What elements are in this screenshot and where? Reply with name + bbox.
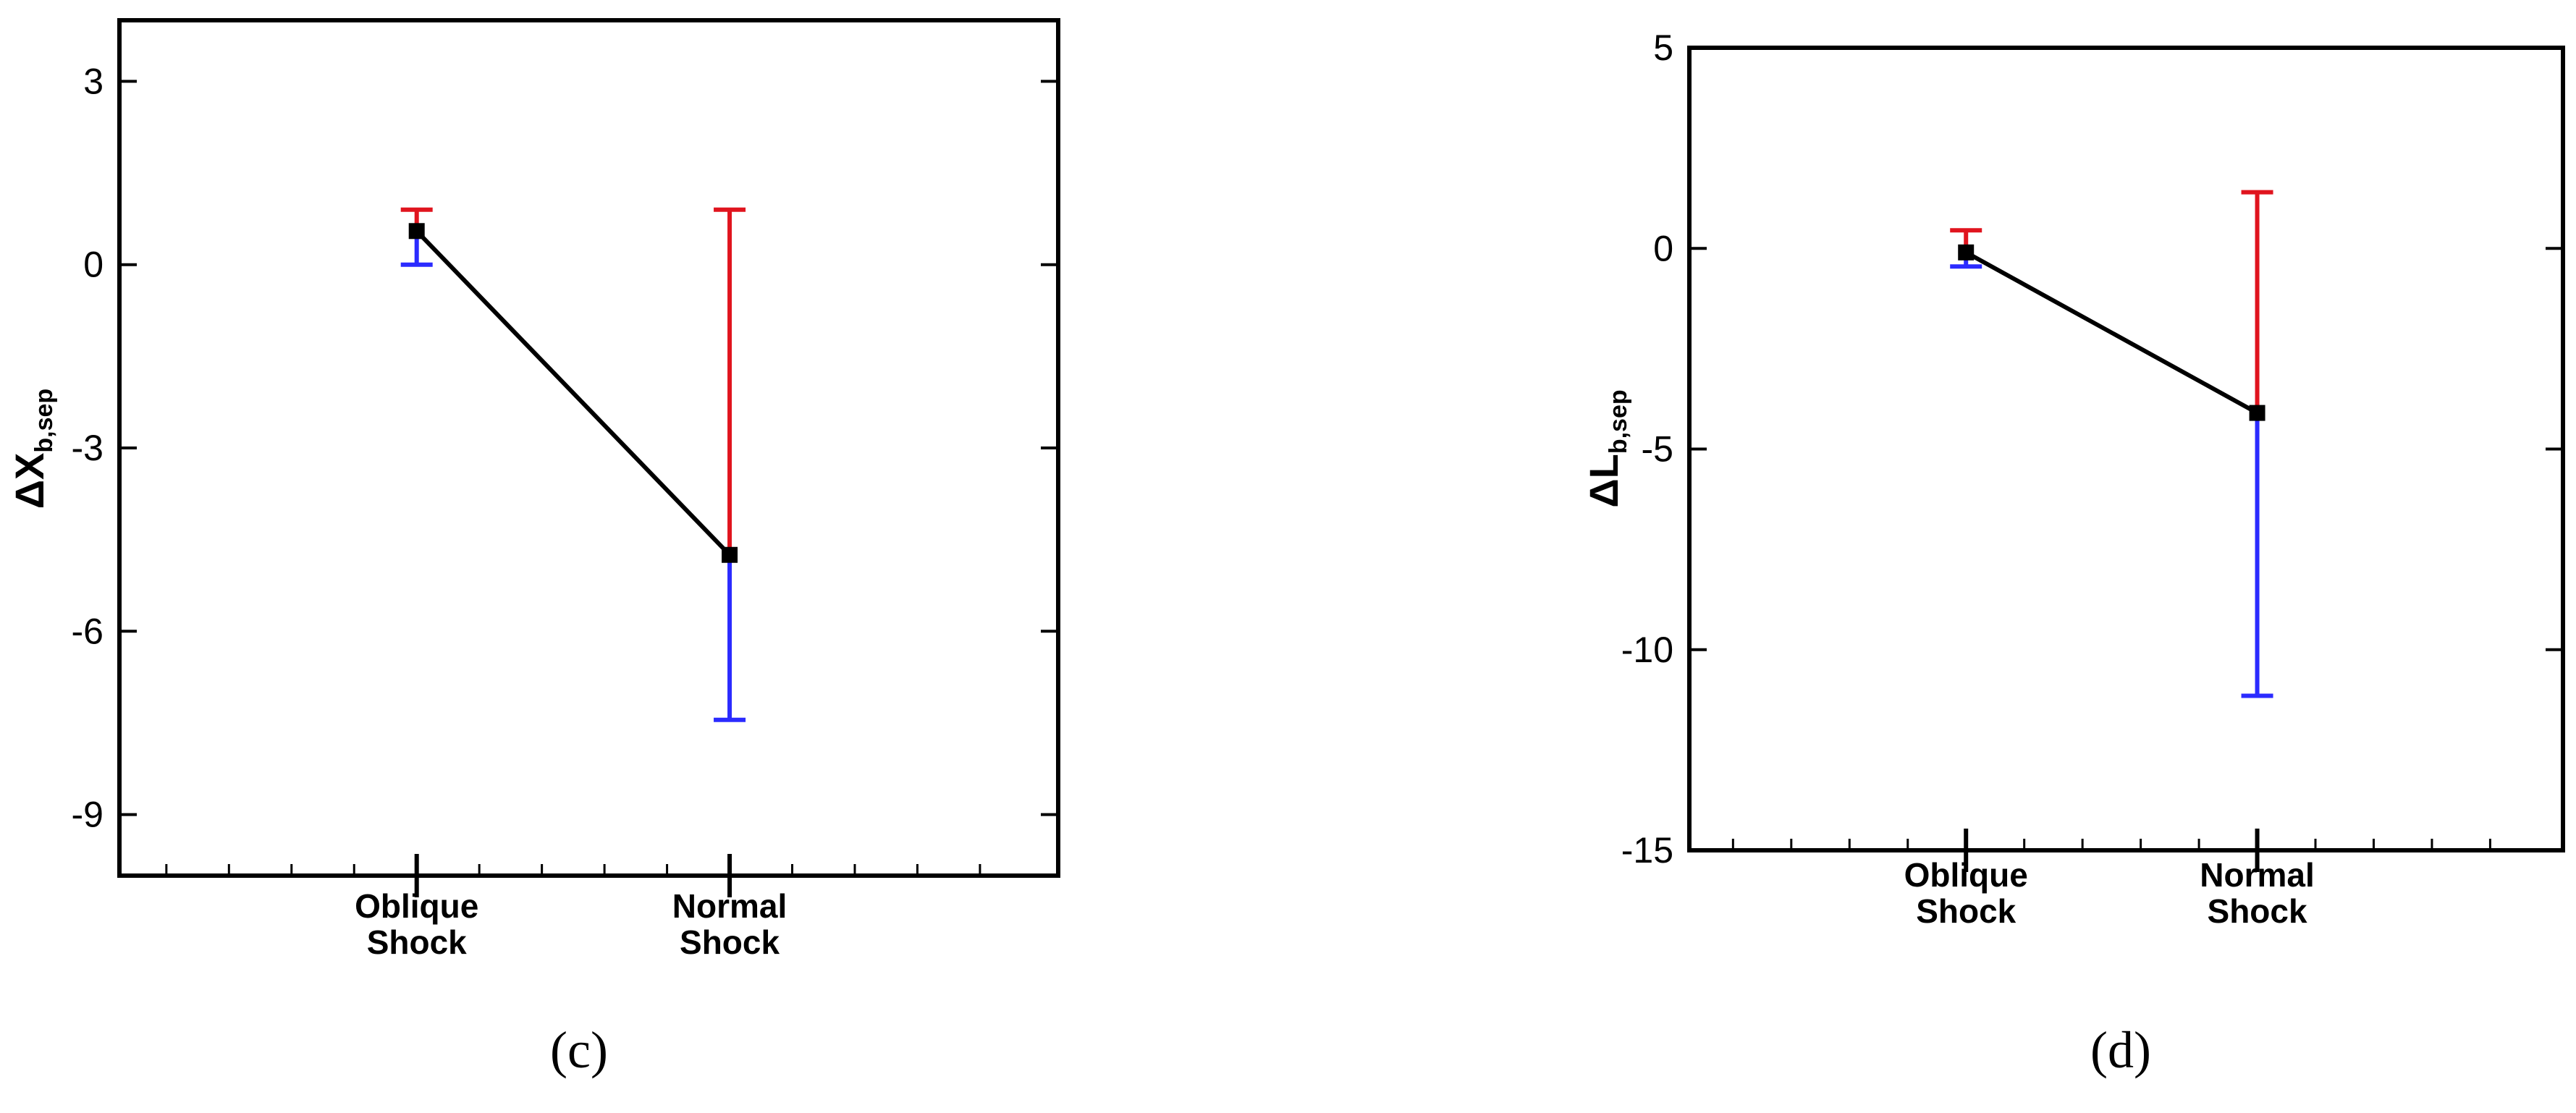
series-line [415, 229, 732, 556]
y-tick-label: -10 [1621, 630, 1673, 670]
y-tick-label: 0 [1653, 228, 1673, 268]
series-line [1964, 250, 2258, 415]
data-point-marker [722, 546, 738, 563]
y-tick-label: 3 [83, 61, 104, 101]
y-axis-title-delta: Δ [1581, 478, 1626, 507]
x-tick-label: Oblique [355, 887, 478, 925]
y-tick-label: -3 [72, 428, 104, 468]
plot-frame [1687, 46, 2565, 852]
x-tick-label: Shock [680, 923, 780, 961]
x-tick-label: Shock [1916, 892, 2016, 930]
y-tick-label: -15 [1621, 830, 1673, 871]
chart-panel-c: 30-3-6-9ObliqueShockNormalShockΔXb,sep(c… [7, 18, 1060, 1079]
data-point-marker [408, 223, 425, 240]
y-axis-title: ΔXb,sep [7, 389, 58, 509]
x-tick-label: Normal [672, 887, 787, 925]
y-tick-label: -9 [72, 795, 104, 835]
x-tick-label: Shock [367, 923, 467, 961]
y-axis-title-subscript: b,sep [30, 389, 58, 453]
y-tick-label: 5 [1653, 27, 1673, 68]
x-tick-label: Shock [2208, 892, 2307, 930]
chart-panel-d: 50-5-10-15ObliqueShockNormalShockΔLb,sep… [1581, 27, 2565, 1079]
panel-label: (d) [2090, 1021, 2151, 1079]
plot-frame [117, 18, 1060, 878]
y-axis-title-subscript: b,sep [1605, 389, 1632, 454]
y-axis-title-main: L [1581, 454, 1626, 478]
y-axis-title: ΔLb,sep [1581, 389, 1632, 507]
y-tick-label: -5 [1642, 429, 1673, 470]
data-point-marker [2249, 405, 2265, 421]
x-tick-label: Normal [2200, 856, 2314, 894]
y-tick-label: -6 [72, 611, 104, 651]
data-point-marker [1958, 244, 1975, 261]
x-tick-label: Oblique [1904, 856, 2028, 894]
panel-label: (c) [550, 1021, 608, 1079]
y-tick-label: 0 [83, 245, 104, 285]
y-axis-title-main: X [7, 453, 52, 480]
y-axis-title-delta: Δ [7, 480, 52, 509]
